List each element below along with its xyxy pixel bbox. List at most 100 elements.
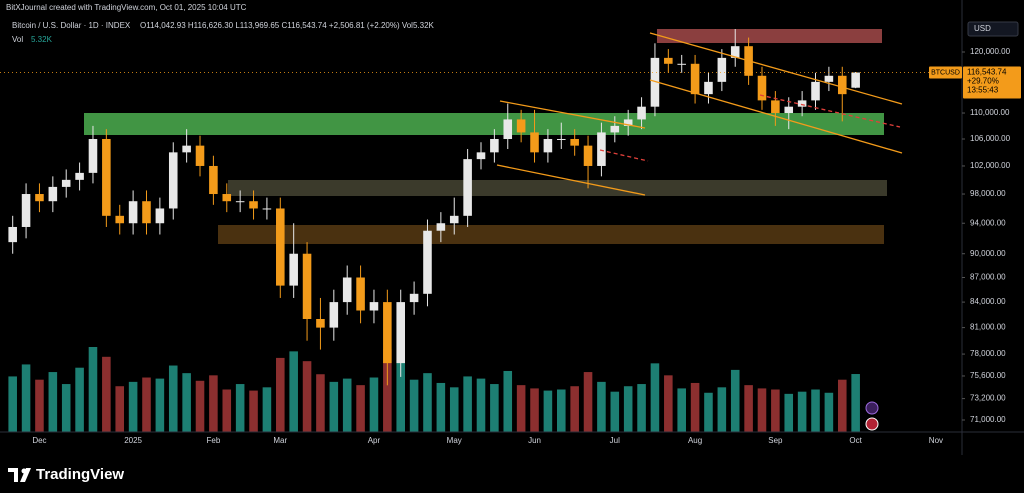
volume-bar — [356, 385, 365, 432]
candle-body — [168, 152, 178, 209]
candle-body — [155, 208, 165, 224]
volume-bar — [797, 391, 807, 432]
channel-line — [649, 32, 903, 105]
volume-bar — [570, 386, 579, 432]
candle-body — [222, 194, 232, 202]
candle-body — [302, 253, 312, 320]
candle-body — [637, 106, 646, 120]
volume-bar — [142, 377, 151, 432]
currency-label[interactable]: USD — [974, 24, 991, 33]
candle-body — [289, 253, 298, 286]
candle-body — [583, 145, 593, 166]
y-tick-label: 75,600.00 — [970, 371, 1006, 380]
candle-body — [115, 215, 125, 224]
volume-bar — [476, 378, 486, 432]
y-tick-label: 84,000.00 — [970, 297, 1006, 306]
volume-bar — [623, 386, 633, 432]
price-tag — [963, 66, 1021, 99]
volume-bar — [409, 379, 419, 432]
y-tick-label: 81,000.00 — [970, 323, 1006, 332]
volume-bar — [610, 391, 620, 432]
volume-bar — [557, 389, 566, 432]
candle-body — [436, 223, 446, 231]
volume-bar — [329, 381, 339, 432]
candle-body — [851, 72, 860, 88]
candle-body — [650, 57, 660, 107]
volume-bar — [717, 387, 727, 432]
volume-bar — [490, 384, 499, 432]
volume-bar — [8, 376, 17, 432]
candle-body — [690, 63, 700, 95]
currency-button[interactable] — [967, 21, 1019, 37]
volume-label: Vol — [12, 35, 23, 44]
volume-bar — [168, 365, 178, 432]
channel-midline — [759, 94, 901, 128]
candle-body — [824, 75, 834, 82]
volume-bar — [704, 392, 713, 432]
volume-bar — [396, 360, 405, 432]
candle-body — [623, 119, 633, 126]
x-tick-label: Dec — [32, 436, 46, 445]
symbol-tag — [929, 66, 962, 79]
x-tick-label: Mar — [273, 436, 287, 445]
candle-body — [449, 215, 459, 224]
volume-bar — [35, 379, 44, 432]
candle-body — [837, 75, 847, 95]
watermark-line: BitXJournal created with TradingView.com… — [6, 3, 247, 12]
candle-body — [8, 226, 17, 243]
candle-body — [423, 230, 432, 294]
volume-value: 5.32K — [31, 35, 53, 44]
candle-body — [142, 201, 151, 224]
candle-body — [102, 138, 111, 216]
volume-bar — [543, 390, 553, 432]
volume-bar — [436, 382, 446, 432]
candle-body — [369, 302, 379, 311]
channel-line — [649, 79, 903, 154]
volume-bar — [637, 384, 646, 432]
candle-body — [249, 201, 258, 209]
y-tick-label: 102,000.00 — [970, 161, 1011, 170]
y-tick-label: 73,200.00 — [970, 394, 1006, 403]
volume-bar — [316, 374, 325, 432]
y-tick-label: 98,000.00 — [970, 189, 1006, 198]
axes: 120,000.00 110,000.00 106,000.00 102,000.00… — [32, 47, 1021, 445]
candle-body — [597, 132, 606, 166]
zones — [84, 29, 887, 244]
volume-bar — [423, 373, 432, 432]
volume-bar — [102, 356, 111, 432]
volume-bar — [811, 389, 820, 432]
candle-body — [463, 159, 472, 216]
candle-body — [543, 138, 553, 153]
event-icon[interactable] — [865, 401, 879, 415]
y-tick-label: 120,000.00 — [970, 47, 1011, 56]
candle-body — [329, 302, 339, 328]
x-tick-label: Oct — [849, 436, 862, 445]
candle-body — [195, 145, 205, 166]
volume-bar — [128, 381, 138, 432]
x-tick-label: Jun — [528, 436, 541, 445]
volume-bar — [837, 379, 847, 432]
candle-body — [128, 201, 138, 224]
channel-line — [496, 164, 646, 196]
volume-bar — [664, 375, 673, 432]
candle-body — [21, 194, 31, 227]
x-tick-label: Sep — [768, 436, 783, 445]
candle-body — [48, 186, 58, 202]
brand-name: TradingView — [36, 466, 124, 483]
volume-bar — [690, 382, 700, 432]
volume-bar — [650, 363, 660, 432]
volume-bar — [449, 387, 459, 432]
candle-body — [757, 75, 767, 101]
candle-body — [75, 172, 84, 180]
volume-bar — [289, 351, 298, 432]
volume-bar — [48, 372, 58, 432]
candle-body — [88, 138, 98, 173]
ohlc-values: O114,042.93 H116,626.30 L113,969.65 C116… — [140, 21, 435, 30]
event-icon[interactable] — [865, 417, 879, 431]
support-zone — [84, 113, 884, 135]
volume-bar — [463, 376, 472, 432]
price-tag-value: 116,543.74 — [967, 68, 1007, 77]
candle-body — [664, 57, 673, 64]
volume-bar — [276, 357, 285, 432]
candle-body — [316, 319, 325, 328]
